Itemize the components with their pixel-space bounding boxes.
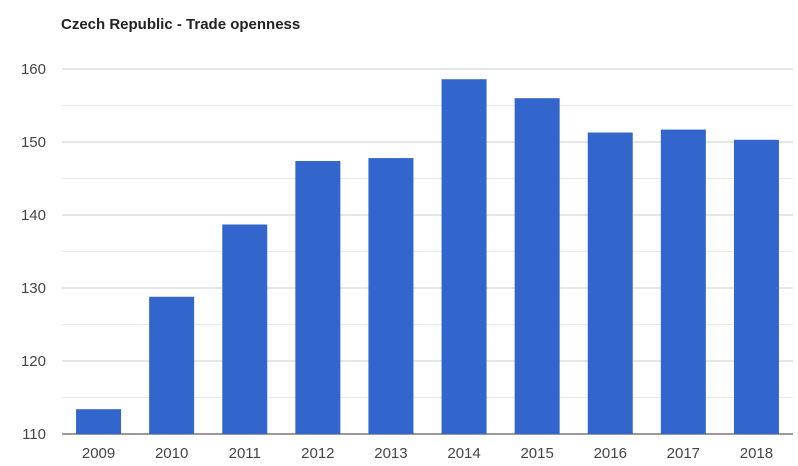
x-tick-label: 2011 [229,445,261,461]
bar-2012 [295,160,341,435]
bar-2014 [441,79,487,434]
x-tick-label: 2018 [740,445,773,461]
bar-2017 [660,129,706,434]
bar-2011 [222,224,268,434]
x-tick-label: 2016 [594,445,627,461]
x-tick-labels: 2009 2010 2011 2012 2013 2014 2015 2016 2017 2018 [82,445,773,462]
y-tick-label: 110 [22,426,46,443]
bar-2013 [368,158,414,434]
x-tick-label: 2017 [667,445,700,461]
y-tick-label: 130 [21,280,46,297]
bar-2016 [587,132,633,434]
y-tick-label: 140 [21,207,46,224]
x-tick-label: 2009 [82,445,115,461]
chart-title: Czech Republic - Trade openness [61,16,301,33]
bar-2015 [514,98,560,434]
x-tick-label: 2013 [374,445,407,461]
y-tick-label: 150 [21,134,46,151]
x-tick-label: 2014 [447,445,480,461]
bar-2018 [733,139,779,434]
y-tick-label: 160 [21,61,46,78]
bar-2009 [76,409,122,434]
bars [76,79,779,435]
x-tick-label: 2015 [520,445,553,461]
y-tick-label: 120 [21,353,46,370]
x-tick-label: 2012 [301,445,334,461]
x-tick-label: 2010 [155,445,188,461]
bar-2010 [149,296,195,434]
y-tick-labels: 160 150 140 130 120 110 [21,61,46,443]
